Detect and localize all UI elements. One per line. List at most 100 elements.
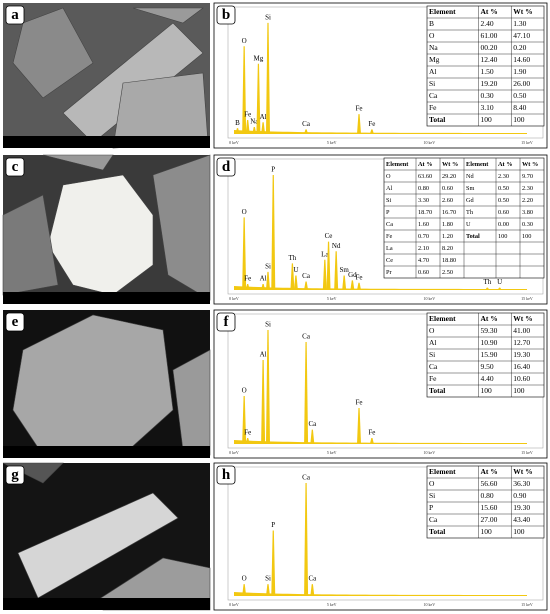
spectrum-peak <box>242 46 247 134</box>
panel-label: g <box>11 467 19 483</box>
spectrum-peak <box>271 175 276 290</box>
table-header: Wt % <box>513 314 532 323</box>
table-cell: Total <box>429 527 445 536</box>
table-cell: 61.00 <box>480 31 497 40</box>
table-cell: Si <box>429 350 435 359</box>
table-cell: 3.10 <box>480 103 493 112</box>
x-axis-label: 0 keV <box>229 296 239 301</box>
table-cell: Ce <box>386 257 393 264</box>
panel-label: f <box>224 314 230 330</box>
spectrum-peak <box>310 584 315 596</box>
table-cell: 1.60 <box>418 221 429 228</box>
table-cell: 1.50 <box>480 67 493 76</box>
panel-label-box <box>216 312 236 332</box>
peak-label: O <box>242 575 247 583</box>
x-axis-label: 5 keV <box>327 450 337 455</box>
table-cell: 3.80 <box>522 209 533 216</box>
peak-label: Fe <box>368 120 375 128</box>
peak-label: Th <box>483 278 491 286</box>
table-cell: 18.80 <box>442 257 456 264</box>
peak-label: Fe <box>356 399 363 407</box>
table-cell: 2.60 <box>442 197 453 204</box>
peak-label: Nd <box>332 242 341 250</box>
table-cell: O <box>429 326 435 335</box>
table-cell: 2.40 <box>480 19 493 28</box>
spectrum-peak <box>310 429 315 444</box>
table-background <box>426 312 545 398</box>
peak-label: Si <box>265 262 271 270</box>
spectrum-peak <box>290 263 295 290</box>
table-cell: 0.00 <box>498 221 509 228</box>
table-cell: 15.90 <box>480 350 497 359</box>
table-cell: 29.20 <box>442 173 456 180</box>
spectrum-peak <box>357 282 362 290</box>
peak-label: Gd <box>348 271 357 279</box>
x-axis-label: 5 keV <box>327 602 337 607</box>
table-cell: 0.80 <box>480 491 493 500</box>
panel-label-box <box>216 465 236 485</box>
table-header: Wt % <box>442 161 458 168</box>
spectrum-peak <box>304 281 309 290</box>
table-header: Element <box>429 314 456 323</box>
x-axis-label: 15 keV <box>521 140 533 145</box>
table-cell: 00.20 <box>480 43 497 52</box>
spectrum-peak <box>304 482 309 596</box>
sem-image: g <box>2 462 211 611</box>
x-axis-label: 0 keV <box>229 450 239 455</box>
peak-label: Na <box>250 118 259 126</box>
panel-label: h <box>222 467 231 483</box>
table-cell: 1.80 <box>442 221 453 228</box>
table-cell: La <box>386 245 393 252</box>
table-cell: Sm <box>466 185 475 192</box>
table-cell: 0.70 <box>418 233 429 240</box>
spectrum-peak <box>357 408 362 444</box>
x-axis-label: 10 keV <box>423 602 435 607</box>
table-cell: Al <box>429 338 437 347</box>
table-cell: Th <box>466 209 474 216</box>
peak-label: O <box>242 208 247 216</box>
sem-image: e <box>3 310 211 458</box>
spectrum-peak <box>369 438 374 444</box>
table-cell: 56.60 <box>480 479 497 488</box>
table-header: Element <box>429 7 456 16</box>
table-cell: Ca <box>429 91 438 100</box>
table-cell: 0.60 <box>498 209 509 216</box>
table-cell: 0.50 <box>498 185 509 192</box>
table-cell: 0.60 <box>418 269 429 276</box>
peak-label: Fe <box>244 429 251 437</box>
grain <box>2 194 59 296</box>
peak-label: Al <box>260 113 267 121</box>
table-cell: O <box>386 173 391 180</box>
table-cell: Fe <box>429 374 437 383</box>
table-cell: 100 <box>513 386 525 395</box>
table-cell: 63.60 <box>418 173 432 180</box>
panel-label-box <box>5 312 25 332</box>
peak-label: Ce <box>325 232 333 240</box>
table-cell: 19.30 <box>513 503 530 512</box>
panel-label: d <box>222 159 231 175</box>
table-header: Wt % <box>513 7 532 16</box>
panel-label-box <box>5 465 25 485</box>
sem-image: a <box>3 3 210 149</box>
spectrum-peak <box>322 259 327 290</box>
table-cell: 1.90 <box>513 67 526 76</box>
spectrum-peak <box>242 396 247 444</box>
table-cell: 43.40 <box>513 515 530 524</box>
sem-image: c <box>2 154 211 304</box>
grain <box>12 7 94 99</box>
peak-label: P <box>271 521 275 529</box>
x-axis-label: 5 keV <box>327 140 337 145</box>
table-header: Element <box>429 467 456 476</box>
spectrum-peak <box>293 275 298 290</box>
table-cell: 26.00 <box>513 79 530 88</box>
spectrum-peak <box>245 283 250 290</box>
table-cell: Total <box>429 115 445 124</box>
table-cell: Ca <box>429 515 438 524</box>
table-cell: 8.40 <box>513 103 526 112</box>
spectrum-peak <box>265 584 270 596</box>
table-cell: Total <box>429 386 445 395</box>
table-cell: 3.30 <box>418 197 429 204</box>
peak-label: U <box>293 266 298 274</box>
